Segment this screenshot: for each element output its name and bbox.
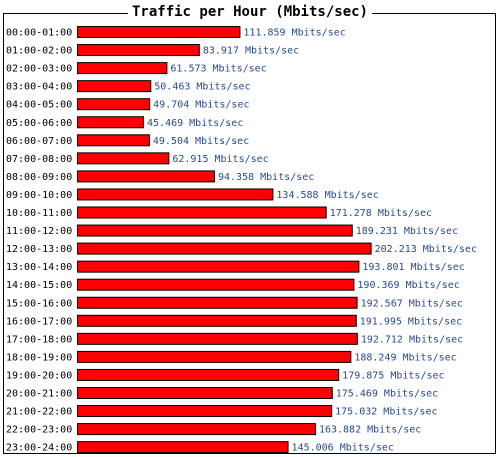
category-label: 06:00-07:00 [6,136,72,147]
category-label: 22:00-23:00 [6,425,72,436]
bar [77,98,151,111]
value-label: 189.231 Mbits/sec [356,226,458,237]
bar [77,296,358,309]
category-label: 02:00-03:00 [6,64,72,75]
category-label: 12:00-13:00 [6,244,72,255]
category-label: 20:00-21:00 [6,389,72,400]
category-label: 13:00-14:00 [6,262,72,273]
category-label: 19:00-20:00 [6,370,72,381]
value-label: 190.369 Mbits/sec [357,280,459,291]
category-label: 05:00-06:00 [6,118,72,129]
category-label: 16:00-17:00 [6,316,72,327]
value-label: 171.278 Mbits/sec [330,208,432,219]
category-label: 14:00-15:00 [6,280,72,291]
category-label: 15:00-16:00 [6,298,72,309]
category-label: 07:00-08:00 [6,154,72,165]
value-label: 49.704 Mbits/sec [153,100,249,111]
bar [77,224,353,237]
value-label: 49.504 Mbits/sec [153,136,249,147]
bar [77,260,360,273]
category-label: 11:00-12:00 [6,226,72,237]
bar [77,314,357,327]
value-label: 62.915 Mbits/sec [172,154,268,165]
category-label: 01:00-02:00 [6,46,72,57]
category-label: 09:00-10:00 [6,190,72,201]
value-label: 202.213 Mbits/sec [375,244,477,255]
value-label: 134.588 Mbits/sec [276,190,378,201]
value-label: 175.032 Mbits/sec [335,407,437,418]
bar [77,44,200,57]
bar [77,188,274,201]
value-label: 191.995 Mbits/sec [360,316,462,327]
value-label: 94.358 Mbits/sec [218,172,314,183]
bar [77,62,168,75]
bar [77,405,333,418]
value-label: 193.801 Mbits/sec [362,262,464,273]
value-label: 61.573 Mbits/sec [170,64,266,75]
bar [77,206,327,219]
value-label: 50.463 Mbits/sec [154,82,250,93]
category-label: 04:00-05:00 [6,100,72,111]
bar [77,387,333,399]
category-label: 18:00-19:00 [6,352,72,363]
value-label: 111.859 Mbits/sec [243,28,345,39]
value-label: 188.249 Mbits/sec [354,352,456,363]
value-label: 175.469 Mbits/sec [336,389,438,400]
value-label: 179.875 Mbits/sec [342,370,444,381]
bar [77,368,340,381]
value-label: 145.006 Mbits/sec [292,443,394,454]
chart-title: Traffic per Hour (Mbits/sec) [127,4,372,20]
category-label: 03:00-04:00 [6,82,72,93]
category-label: 21:00-22:00 [6,407,72,418]
bar [77,152,170,165]
category-label: 00:00-01:00 [6,28,72,39]
bar [77,332,358,345]
bar [77,278,355,291]
value-label: 45.469 Mbits/sec [147,118,243,129]
category-label: 10:00-11:00 [6,208,72,219]
bar [77,350,352,363]
bar [77,242,372,255]
category-label: 17:00-18:00 [6,334,72,345]
category-label: 08:00-09:00 [6,172,72,183]
bar [77,134,150,147]
bar [77,170,216,183]
value-label: 83.917 Mbits/sec [203,46,299,57]
value-label: 192.712 Mbits/sec [361,334,463,345]
bar [77,116,145,129]
chart-title-wrap: Traffic per Hour (Mbits/sec) [0,3,500,21]
category-label: 23:00-24:00 [6,443,72,454]
bar [77,423,316,436]
bar [77,441,289,454]
value-label: 192.567 Mbits/sec [361,298,463,309]
bar [77,80,152,93]
value-label: 163.882 Mbits/sec [319,425,421,436]
bar [77,26,241,38]
